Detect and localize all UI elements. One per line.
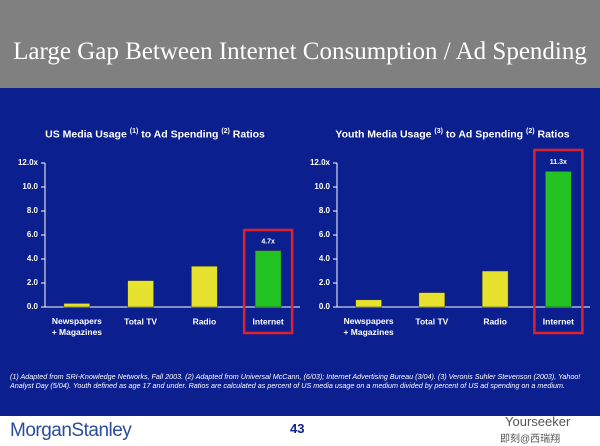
value-label: 11.3x [550, 159, 567, 166]
y-tick-label: 0.0 [319, 302, 331, 311]
chart-title-part: Ratios [229, 128, 265, 141]
chart-title-part: (2) [526, 128, 535, 135]
y-tick-label: 12.0x [310, 158, 331, 167]
bar [545, 171, 572, 308]
highlight-box [242, 228, 294, 335]
chart-title-part: (3) [434, 128, 443, 135]
y-tick-label: 10.0 [314, 182, 330, 191]
slide-title: Large Gap Between Internet Consumption /… [13, 38, 587, 65]
value-label: 4.7x [261, 238, 275, 245]
y-tick-label: 2.0 [27, 278, 39, 287]
watermark: Yourseeker [505, 414, 571, 429]
bar [418, 292, 446, 308]
highlight-box [533, 148, 584, 335]
x-tick-label: Internet [253, 316, 284, 326]
bar [254, 250, 282, 308]
bar [127, 280, 154, 308]
chart-title-part: US Media Usage [45, 128, 130, 141]
watermark: 即刻@西瑞翔 [500, 434, 561, 445]
x-tick-label: Internet [543, 316, 574, 326]
y-tick-label: 0.0 [27, 302, 39, 311]
chart-title-part: (1) [129, 128, 139, 135]
bar [191, 265, 218, 308]
x-tick-label: Total TV [124, 316, 157, 326]
x-tick-label: Radio [193, 316, 217, 326]
chart-title: US Media Usage (1) to Ad Spending (2) Ra… [20, 124, 290, 143]
header-band [0, 0, 600, 88]
footnote: (1) Adapted from SRI-Knowledge Networks,… [10, 372, 581, 390]
bar [481, 270, 509, 308]
x-tick-label: Newspapers + Magazines [343, 316, 394, 337]
x-tick-label: Radio [483, 316, 507, 326]
x-tick-label: Total TV [415, 316, 448, 326]
bar [63, 303, 91, 308]
bar [355, 299, 382, 308]
y-tick-label: 4.0 [27, 254, 39, 263]
y-tick-label: 2.0 [319, 278, 331, 287]
chart-title-part: Youth Media Usage [335, 128, 435, 141]
chart-title-part: (2) [221, 128, 230, 135]
chart-title-part: Ratios [534, 128, 570, 141]
y-tick-label: 10.0 [22, 182, 38, 191]
x-tick-label: Newspapers + Magazines [52, 316, 103, 337]
chart-title: Youth Media Usage (3) to Ad Spending (2)… [335, 124, 570, 143]
y-tick-label: 6.0 [319, 230, 331, 239]
page-number: 43 [290, 421, 305, 436]
y-tick-label: 8.0 [319, 206, 331, 215]
chart-title-part: to Ad Spending [138, 128, 222, 141]
y-tick-label: 8.0 [27, 206, 39, 215]
y-tick-label: 12.0x [18, 158, 39, 167]
chart-title-part: to Ad Spending [442, 128, 526, 141]
y-tick-label: 4.0 [319, 254, 331, 263]
brand-logo: MorganStanley [10, 420, 132, 441]
content-band [0, 88, 600, 416]
y-tick-label: 6.0 [27, 230, 39, 239]
